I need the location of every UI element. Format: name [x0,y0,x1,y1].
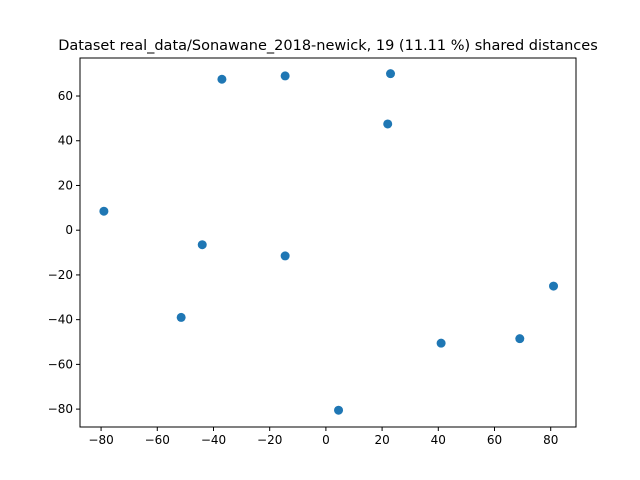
chart-title: Dataset real_data/Sonawane_2018-newick, … [58,38,598,54]
x-tick-label: −20 [257,433,282,447]
y-tick-label: −80 [48,402,73,416]
x-tick-label: 0 [322,433,330,447]
y-tick-label: 20 [58,178,73,192]
data-point-8 [176,312,186,322]
data-point-11 [515,334,525,344]
data-point-5 [383,119,393,129]
data-point-7 [280,251,290,261]
points-layer [99,69,559,415]
y-tick-label: −60 [48,357,73,371]
y-tick-label: −40 [48,313,73,327]
y-tick-label: 60 [58,89,73,103]
data-point-3 [280,71,290,81]
x-tick-label: 20 [374,433,389,447]
data-point-12 [549,281,559,291]
x-tick-label: −40 [201,433,226,447]
axes-frame [79,57,577,428]
data-point-2 [217,74,227,84]
data-point-1 [99,206,109,216]
data-point-9 [334,405,344,415]
x-tick-label: −80 [88,433,113,447]
ticks-layer: −80 −60 −40 −20 0 20 40 60 80 −80 −60 −40 −20 0 20 40 60 [48,89,559,447]
data-point-10 [436,338,446,348]
y-tick-label: 0 [65,223,73,237]
x-tick-label: 60 [487,433,502,447]
y-tick-label: 40 [58,134,73,148]
data-point-4 [386,69,396,79]
data-point-6 [197,240,207,250]
y-tick-label: −20 [48,268,73,282]
x-tick-label: 40 [431,433,446,447]
x-tick-label: 80 [543,433,558,447]
x-tick-label: −60 [145,433,170,447]
